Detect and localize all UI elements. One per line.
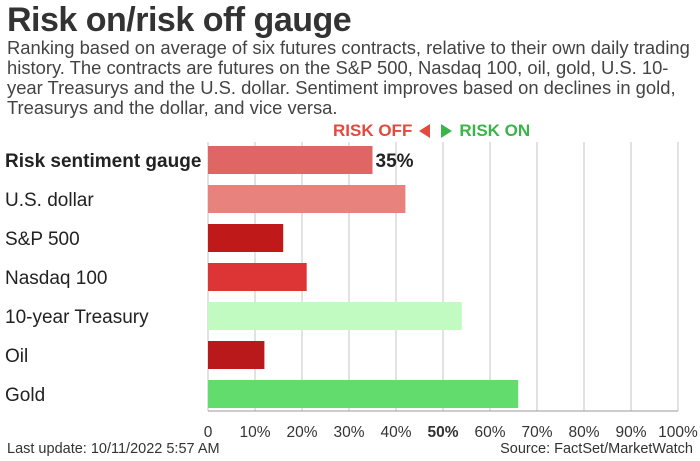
tick-label: 10% — [239, 424, 270, 441]
category-label: 10-year Treasury — [5, 307, 149, 328]
tick-label: 90% — [615, 424, 646, 441]
bar — [208, 146, 373, 174]
tick-label: 40% — [380, 424, 411, 441]
tick-label: 30% — [333, 424, 364, 441]
bar — [208, 185, 406, 213]
category-label: Risk sentiment gauge — [5, 151, 201, 172]
bar — [208, 302, 462, 330]
category-label: Nasdaq 100 — [5, 268, 107, 289]
chart-subtitle: Ranking based on average of six futures … — [7, 37, 690, 118]
tick-label: 100% — [658, 424, 698, 441]
legend-risk-on: RISK ON — [459, 121, 531, 140]
last-update: Last update: 10/11/2022 5:57 AM — [7, 441, 220, 457]
tick-label: 50% — [427, 424, 458, 441]
arrow-left-icon — [419, 124, 431, 138]
arrow-right-icon — [441, 124, 453, 138]
tick-label: 20% — [286, 424, 317, 441]
legend: RISK OFF RISK ON — [333, 121, 530, 141]
legend-risk-off: RISK OFF — [333, 121, 413, 140]
tick-label: 0 — [204, 424, 213, 441]
bar — [208, 263, 307, 291]
bar — [208, 224, 284, 252]
category-label: U.S. dollar — [5, 190, 94, 211]
chart-title: Risk on/risk off gauge — [7, 1, 352, 39]
bar — [208, 341, 265, 369]
category-label: Gold — [5, 385, 45, 406]
source-note: Source: FactSet/MarketWatch — [500, 441, 693, 457]
tick-label: 70% — [521, 424, 552, 441]
category-label: S&P 500 — [5, 229, 80, 250]
bar — [208, 380, 519, 408]
category-label: Oil — [5, 346, 28, 367]
data-label: 35% — [376, 151, 414, 172]
tick-label: 60% — [474, 424, 505, 441]
tick-label: 80% — [568, 424, 599, 441]
